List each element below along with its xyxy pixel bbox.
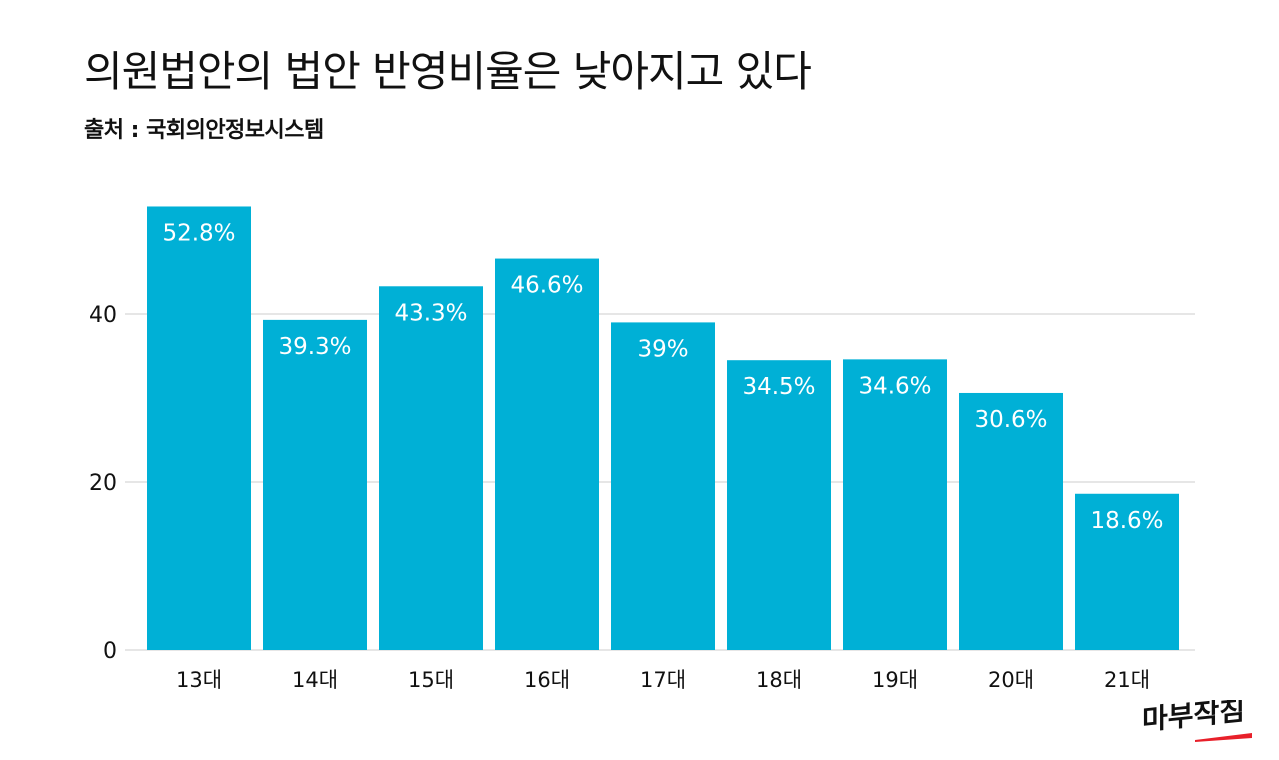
logo-text: 마부작침 [1142,700,1245,737]
bar [495,258,599,650]
bar [1075,493,1179,650]
bar [147,206,251,651]
x-tick-label: 17대 [640,668,686,692]
data-label: 34.6% [858,373,931,399]
data-label: 30.6% [974,407,1047,433]
bar [843,359,947,650]
x-tick-label: 16대 [524,668,570,692]
data-label: 52.8% [162,220,235,246]
bar [611,322,715,650]
x-tick-label: 20대 [988,668,1034,692]
data-label: 39.3% [278,334,351,360]
data-label: 39% [637,336,688,362]
logo-accent [1195,733,1252,742]
chart-subtitle: 출처 : 국회의안정보시스템 [84,118,324,143]
bar [263,319,367,650]
data-label: 34.5% [742,374,815,400]
x-tick-label: 14대 [292,668,338,692]
y-tick-label: 40 [89,303,117,328]
x-tick-label: 21대 [1104,668,1150,692]
bar [379,286,483,650]
data-label: 18.6% [1090,508,1163,534]
chart-title: 의원법안의 법안 반영비율은 낮아지고 있다 [84,47,812,96]
x-tick-label: 19대 [872,668,918,692]
data-label: 46.6% [510,273,583,299]
x-tick-label: 15대 [408,668,454,692]
x-tick-label: 13대 [176,668,222,692]
x-tick-label: 18대 [756,668,802,692]
bar [959,392,1063,650]
y-tick-label: 20 [89,471,117,496]
data-label: 43.3% [394,300,467,326]
y-tick-label: 0 [103,639,117,664]
bar [727,360,831,650]
brand-logo: 마부작침 [1142,700,1252,742]
